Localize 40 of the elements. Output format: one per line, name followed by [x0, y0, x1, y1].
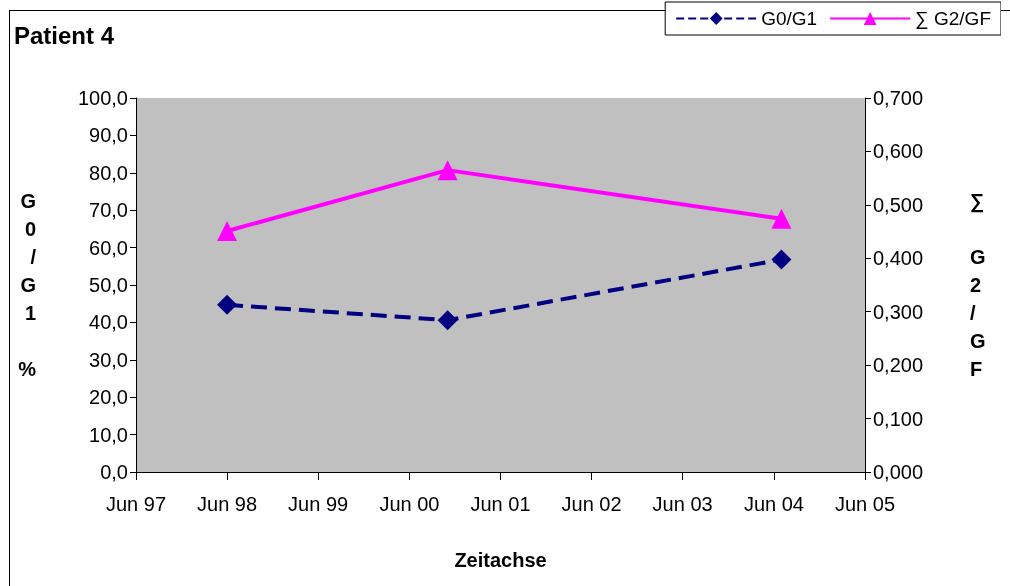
y2-tick-label: 0,100 — [873, 407, 924, 430]
text: G0/G1 % — [18, 190, 36, 380]
y-tick-label: 90,0 — [89, 124, 128, 147]
y2-tick-label: 0,400 — [873, 247, 924, 270]
y-tick-label: 100,0 — [77, 87, 128, 109]
text: ∑ G2/GF — [970, 190, 986, 380]
x-tick-label: Jun 00 — [379, 493, 440, 515]
y-tick-label: 80,0 — [89, 161, 128, 184]
y-tick-label: 50,0 — [89, 274, 128, 296]
point — [437, 160, 458, 181]
y2-tick-label: 0,600 — [873, 140, 924, 163]
y2-tick-label: 0,000 — [873, 461, 924, 483]
x-tick-label: Jun 04 — [743, 493, 804, 515]
point — [437, 310, 458, 331]
y-tick-label: 70,0 — [89, 199, 128, 222]
y-tick-label: 10,0 — [89, 423, 128, 446]
point — [217, 221, 238, 242]
x-tick-label: Jun 98 — [197, 493, 258, 515]
y2-tick-label: 0,200 — [873, 354, 924, 377]
point — [771, 208, 792, 229]
x-tick-label: Jun 02 — [561, 493, 622, 515]
y-tick-label: 0,0 — [100, 461, 128, 483]
y-tick-label: 20,0 — [89, 386, 128, 409]
x-tick-label: Jun 01 — [470, 493, 531, 515]
legend-label: G0/G1 — [761, 8, 818, 29]
x-tick-label: Jun 97 — [105, 493, 167, 515]
x-tick-label: Jun 05 — [834, 493, 896, 515]
point — [771, 249, 792, 270]
x-tick-label: Jun 03 — [652, 493, 713, 515]
y-tick-label: 30,0 — [89, 348, 128, 371]
chart-title: Patient 4 — [14, 21, 115, 49]
x-tick-label: Jun 99 — [288, 493, 349, 515]
y-tick-label: 40,0 — [89, 311, 128, 334]
y2-tick-label: 0,300 — [873, 300, 924, 323]
point — [217, 294, 238, 315]
x-axis-title: Zeitachse — [454, 549, 547, 571]
legend-label: ∑ G2/GF — [915, 8, 992, 30]
y-tick-label: 60,0 — [89, 236, 128, 259]
y2-tick-label: 0,500 — [873, 193, 924, 216]
y2-tick-label: 0,700 — [873, 87, 924, 109]
